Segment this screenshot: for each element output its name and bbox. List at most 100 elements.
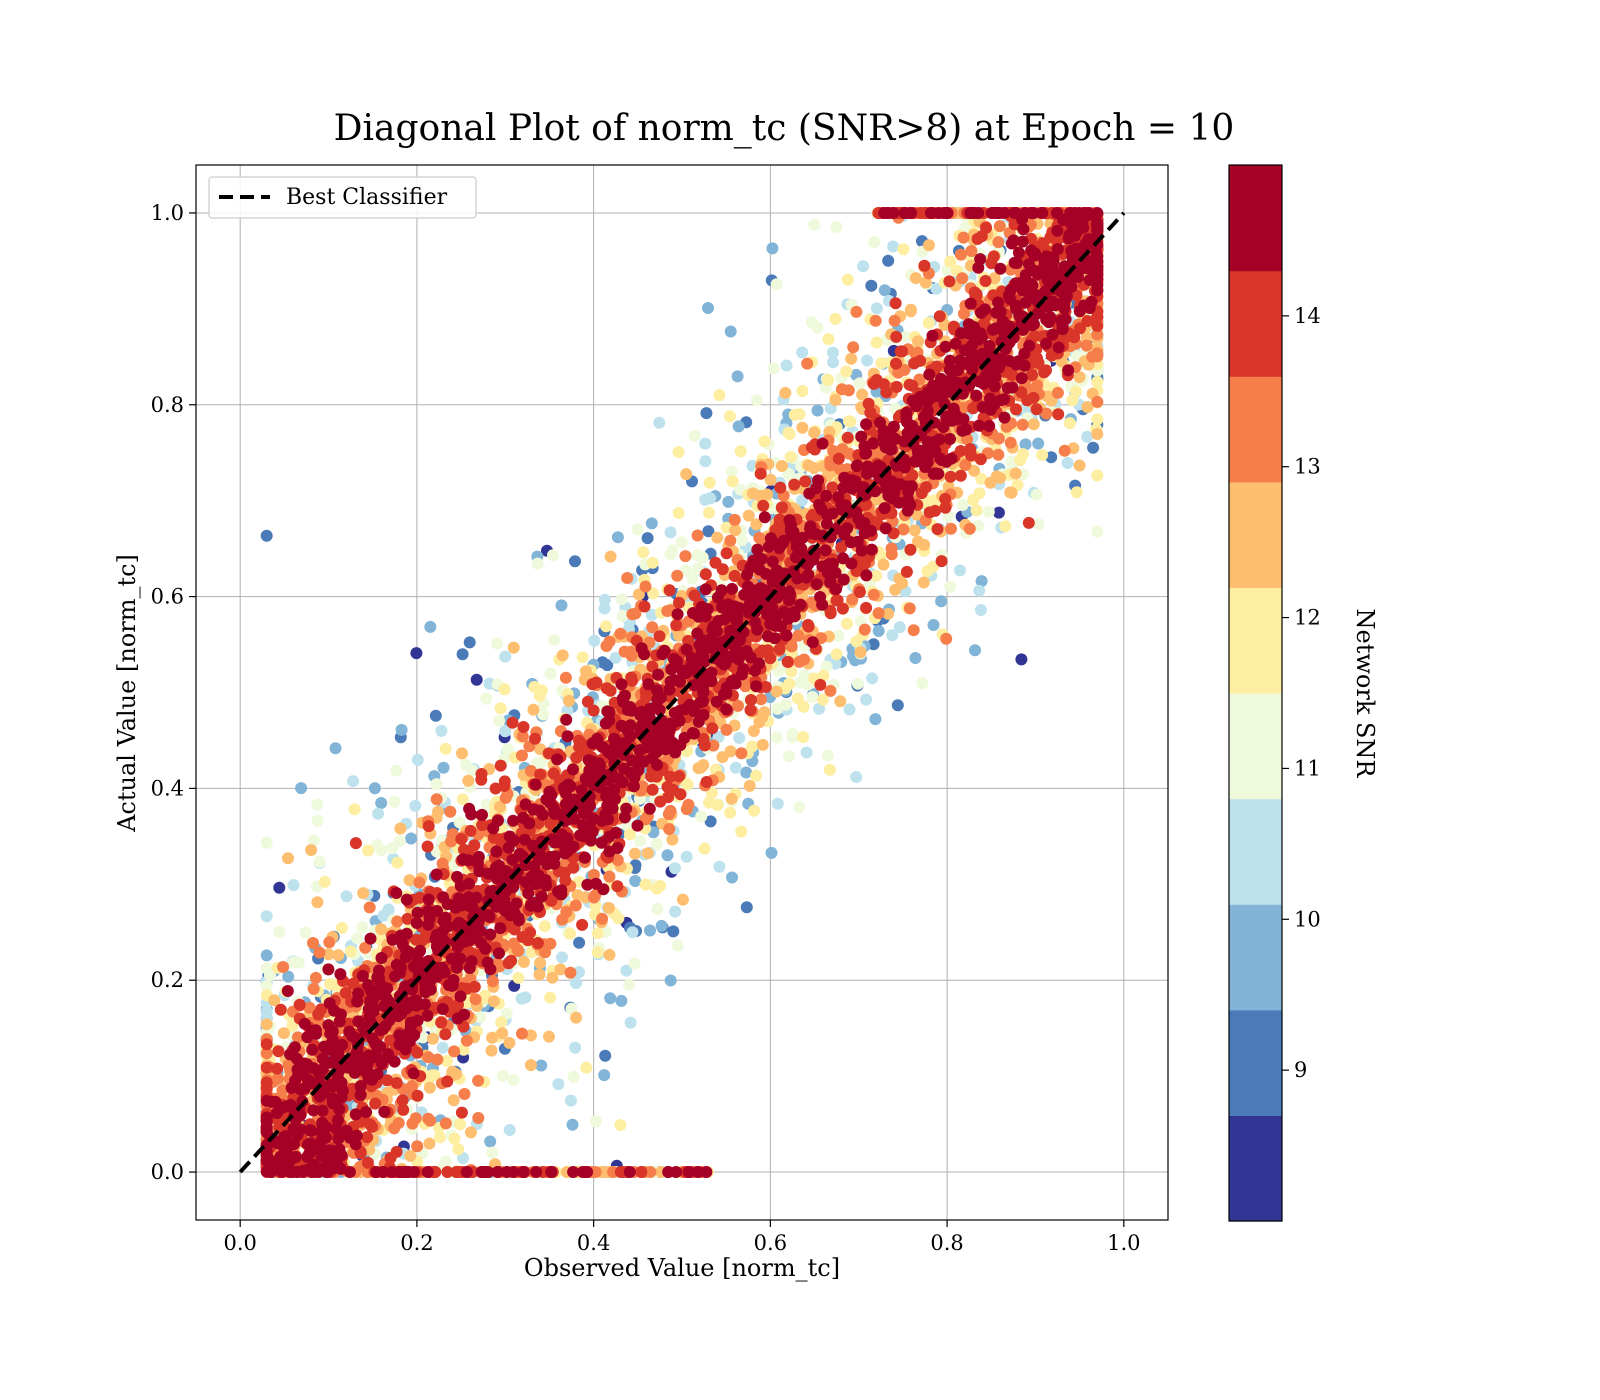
scatter-point: [867, 588, 880, 601]
scatter-point: [493, 714, 506, 727]
scatter-point: [802, 459, 815, 472]
chart-title: Diagonal Plot of norm_tc (SNR>8) at Epoc…: [334, 108, 1235, 149]
scatter-point: [512, 971, 525, 984]
scatter-point: [456, 793, 469, 806]
scatter-point: [1017, 448, 1029, 461]
scatter-point: [403, 874, 416, 887]
scatter-point: [410, 647, 423, 660]
scatter-point: [616, 609, 629, 622]
scatter-point: [909, 272, 922, 285]
scatter-point: [395, 723, 408, 736]
scatter-point: [1087, 441, 1100, 454]
scatter-point: [433, 1131, 446, 1144]
scatter-point: [375, 797, 388, 809]
scatter-point: [793, 801, 806, 814]
scatter-point: [671, 569, 684, 582]
scatter-point: [713, 860, 726, 873]
scatter-point: [750, 394, 763, 407]
scatter-point: [1015, 653, 1028, 666]
scatter-point: [349, 837, 362, 850]
scatter-point: [450, 1166, 463, 1178]
scatter-point: [494, 800, 506, 813]
scatter-point: [724, 745, 737, 758]
scatter-point: [455, 833, 468, 846]
scatter-point: [847, 341, 860, 354]
scatter-point: [437, 761, 450, 774]
scatter-point: [899, 330, 912, 343]
scatter-point: [603, 870, 616, 883]
scatter-point: [711, 531, 724, 544]
scatter-point: [305, 844, 318, 856]
scatter-point: [394, 822, 407, 835]
scatter-point: [813, 702, 825, 715]
scatter-point: [372, 807, 385, 820]
scatter-point: [992, 448, 1005, 461]
scatter-point: [728, 513, 741, 526]
scatter-point: [780, 359, 793, 372]
scatter-point: [282, 970, 295, 983]
scatter-point: [814, 678, 827, 691]
scatter-point: [968, 464, 981, 477]
scatter-point: [1019, 438, 1032, 451]
scatter-point: [534, 956, 547, 969]
scatter-point: [868, 236, 881, 249]
scatter-point: [797, 700, 810, 713]
scatter-point: [282, 1059, 295, 1071]
scatter-point: [826, 346, 839, 359]
scatter-point: [1073, 371, 1086, 384]
scatter-point: [632, 588, 645, 601]
scatter-point: [982, 505, 995, 518]
scatter-point: [829, 394, 842, 406]
scatter-point: [611, 880, 624, 893]
scatter-point: [303, 1001, 316, 1014]
scatter-point: [784, 451, 797, 464]
scatter-point: [604, 550, 617, 563]
scatter-point: [329, 742, 342, 755]
scatter-point: [744, 704, 757, 716]
scatter-point: [564, 966, 577, 979]
scatter-point: [1051, 386, 1064, 399]
scatter-point: [939, 501, 952, 514]
scatter-point: [897, 243, 910, 256]
scatter-point: [409, 799, 422, 812]
scatter-point: [1091, 413, 1104, 426]
scatter-point: [758, 435, 771, 448]
scatter-point: [494, 759, 507, 772]
scatter-point: [322, 948, 335, 961]
scatter-point: [882, 254, 895, 267]
scatter-point: [713, 389, 726, 402]
scatter-point: [732, 420, 745, 433]
scatter-point: [1091, 328, 1104, 341]
scatter-point: [634, 834, 646, 847]
scatter-point: [723, 410, 736, 423]
scatter-point: [573, 936, 586, 949]
scatter-point: [470, 673, 483, 686]
scatter-point: [887, 240, 900, 253]
scatter-point: [507, 1074, 520, 1086]
scatter-point: [857, 260, 870, 273]
scatter-point: [260, 529, 273, 542]
scatter-point: [841, 617, 853, 630]
scatter-point: [860, 601, 873, 614]
scatter-point: [669, 862, 681, 875]
scatter-point: [1091, 375, 1104, 388]
scatter-point: [845, 352, 858, 365]
scatter-point: [556, 649, 569, 662]
scatter-point: [282, 852, 294, 865]
scatter-point: [264, 969, 276, 982]
scatter-point: [344, 945, 357, 958]
scatter-point: [368, 782, 381, 795]
scatter-point: [850, 305, 863, 318]
scatter-point: [869, 314, 882, 327]
scatter-point: [311, 814, 324, 827]
scatter-point: [405, 832, 418, 845]
scatter-point: [444, 805, 457, 818]
scatter-point: [970, 504, 983, 517]
scatter-point: [260, 949, 273, 962]
scatter-point: [268, 994, 281, 1007]
scatter-point: [362, 844, 374, 857]
scatter-point: [724, 806, 737, 819]
scatter-point: [423, 1081, 436, 1094]
scatter-point: [992, 236, 1005, 249]
